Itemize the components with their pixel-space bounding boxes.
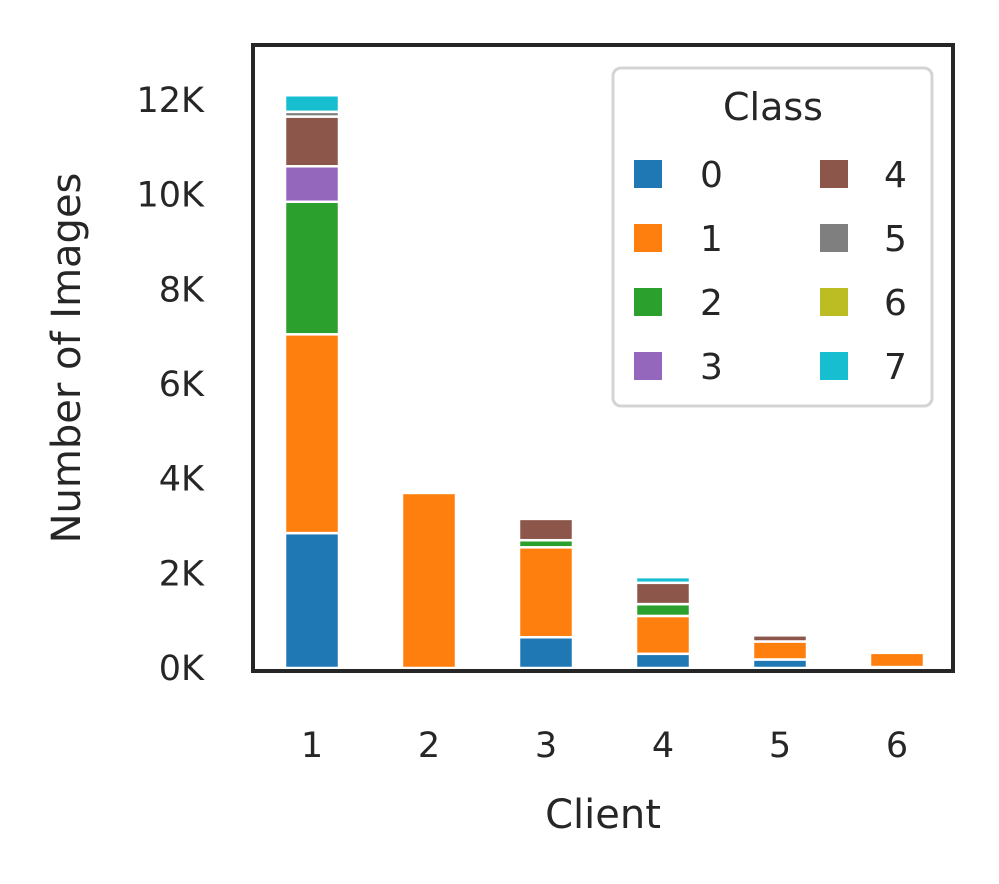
legend-label-class-0: 0 <box>700 155 723 196</box>
legend-swatch-class-4 <box>820 160 848 188</box>
bar-client-3-class-0 <box>517 635 575 670</box>
legend-swatch-class-0 <box>634 160 662 188</box>
y-tick-label: 12K <box>137 81 206 121</box>
y-tick-label: 4K <box>159 460 205 500</box>
legend-label-class-6: 6 <box>884 283 907 324</box>
legend-label-class-5: 5 <box>884 219 907 260</box>
bar-client-4-class-1 <box>634 614 692 656</box>
bar-client-5-class-4 <box>751 634 809 643</box>
legend-swatch-class-6 <box>820 288 848 316</box>
x-axis-ticks: 1 2 3 4 5 6 <box>301 726 908 766</box>
y-tick-label: 6K <box>159 365 205 405</box>
x-tick-label: 3 <box>535 726 557 766</box>
y-axis-ticks: 0K 2K 4K 6K 8K 10K 12K <box>137 81 206 689</box>
bar-client-1-class-1 <box>283 333 341 535</box>
legend-frame <box>611 66 934 408</box>
legend-swatch-class-3 <box>634 352 662 380</box>
bar-client-1-class-0 <box>283 531 341 670</box>
x-axis-label: Client <box>545 792 661 838</box>
bar-client-1-class-2 <box>283 200 341 336</box>
legend-label-class-3: 3 <box>700 347 723 388</box>
plot-frame <box>251 43 955 673</box>
legend-swatch-class-1 <box>634 224 662 252</box>
bar-client-1-class-3 <box>283 165 341 204</box>
y-tick-label: 8K <box>159 270 205 310</box>
bar-client-5-class-1 <box>751 640 809 661</box>
bar-client-4-class-0 <box>634 652 692 670</box>
legend-label-class-2: 2 <box>700 283 723 324</box>
legend-swatch-class-2 <box>634 288 662 316</box>
bar-client-4-class-4 <box>634 581 692 606</box>
legend-items: 0 1 2 3 4 5 6 7 <box>634 155 907 388</box>
legend-label-class-4: 4 <box>884 155 907 196</box>
y-axis-label: Number of Images <box>44 173 90 544</box>
y-tick-label: 0K <box>159 649 205 689</box>
bar-client-4-class-7 <box>634 575 692 585</box>
x-tick-label: 5 <box>769 726 791 766</box>
bar-client-6-class-1 <box>868 651 926 669</box>
legend: Class 0 1 2 3 4 5 6 7 <box>611 66 934 408</box>
bar-client-3-class-1 <box>517 546 575 639</box>
y-tick-label: 10K <box>137 176 206 216</box>
bar-client-1-class-7 <box>283 94 341 114</box>
legend-label-class-7: 7 <box>884 347 907 388</box>
x-tick-label: 4 <box>652 726 674 766</box>
bar-client-4-class-2 <box>634 602 692 618</box>
y-tick-label: 2K <box>159 554 205 594</box>
bar-client-1-class-4 <box>283 115 341 168</box>
bars-layer <box>283 94 926 670</box>
x-tick-label: 1 <box>301 726 323 766</box>
legend-label-class-1: 1 <box>700 219 723 260</box>
bar-client-3-class-4 <box>517 517 575 542</box>
legend-swatch-class-7 <box>820 352 848 380</box>
bar-client-5-class-0 <box>751 658 809 670</box>
legend-title: Class <box>723 85 823 129</box>
bar-client-2-class-1 <box>400 491 458 670</box>
x-tick-label: 2 <box>418 726 440 766</box>
x-tick-label: 6 <box>886 726 908 766</box>
legend-swatch-class-5 <box>820 224 848 252</box>
bar-client-2-class-4 <box>400 489 458 495</box>
